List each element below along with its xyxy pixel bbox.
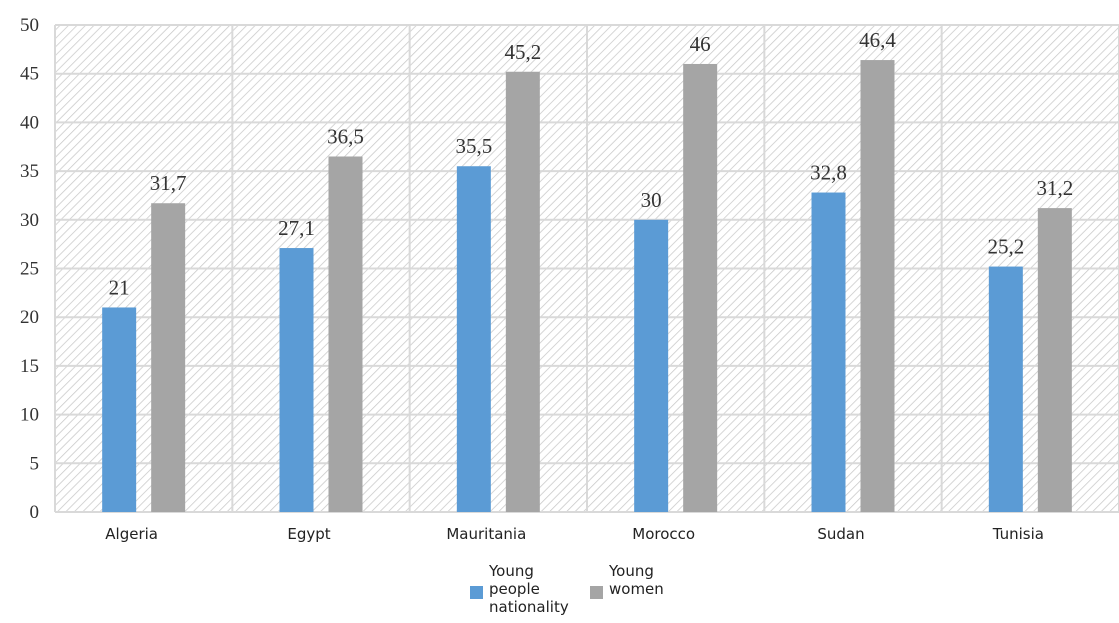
- legend-label: Young: [488, 562, 534, 580]
- y-axis: 0 5 10 15 20 25 30 35 40 45 50: [20, 15, 39, 523]
- data-label: 31,2: [1036, 176, 1073, 200]
- data-label: 30: [641, 188, 662, 212]
- gridlines: [54, 24, 1119, 513]
- bar-young-women-mauritania: [505, 71, 540, 512]
- bar-young-women-egypt: [328, 156, 363, 513]
- data-label: 27,1: [278, 216, 315, 240]
- bar-young-people-algeria: [102, 307, 137, 512]
- bar-young-people-morocco: [634, 219, 669, 513]
- x-tick-label: Tunisia: [992, 525, 1044, 543]
- data-label: 25,2: [987, 235, 1024, 259]
- x-tick-label: Egypt: [287, 525, 330, 543]
- x-tick-label: Mauritania: [446, 525, 526, 543]
- legend-label: Young: [608, 562, 654, 580]
- bar-young-women-morocco: [683, 63, 718, 513]
- x-tick-label: Sudan: [817, 525, 864, 543]
- y-tick-label: 0: [30, 502, 40, 523]
- y-tick-label: 20: [20, 307, 39, 328]
- bar-young-people-tunisia: [988, 266, 1023, 512]
- y-tick-label: 45: [20, 64, 39, 85]
- y-tick-label: 50: [20, 15, 39, 36]
- bar-young-women-algeria: [151, 203, 186, 512]
- data-label: 45,2: [504, 40, 541, 64]
- data-label: 31,7: [150, 171, 187, 195]
- data-label: 46,4: [859, 28, 896, 52]
- y-tick-label: 30: [20, 210, 39, 231]
- data-label: 21: [109, 275, 130, 299]
- x-tick-label: Morocco: [632, 525, 695, 543]
- legend-label: people: [489, 580, 540, 598]
- legend-label: women: [609, 580, 664, 598]
- y-tick-label: 5: [30, 453, 40, 474]
- bar-young-people-mauritania: [456, 166, 491, 513]
- data-label: 46: [690, 32, 711, 56]
- x-axis: Algeria Egypt Mauritania Morocco Sudan Tunisi…: [105, 525, 1044, 543]
- x-tick-label: Algeria: [105, 525, 158, 543]
- y-tick-label: 25: [20, 259, 39, 280]
- bar-young-women-tunisia: [1037, 208, 1072, 512]
- data-label: 36,5: [327, 124, 364, 148]
- legend-swatch: [590, 586, 603, 599]
- y-tick-label: 15: [20, 356, 39, 377]
- data-labels: 21 27,1 35,5 30 32,8 25,2 31,7 36,5 45,2 46 46,4 31…: [109, 28, 1074, 299]
- data-label: 35,5: [455, 134, 492, 158]
- bar-young-women-sudan: [860, 60, 895, 513]
- bars: [102, 60, 1072, 513]
- data-label: 32,8: [810, 161, 847, 185]
- y-tick-label: 40: [20, 112, 39, 133]
- y-tick-label: 10: [20, 405, 39, 426]
- y-tick-label: 35: [20, 161, 39, 182]
- bar-young-people-sudan: [811, 192, 846, 512]
- bar-young-people-egypt: [279, 248, 314, 512]
- legend-swatch: [470, 586, 483, 599]
- legend-label: nationality: [489, 598, 569, 616]
